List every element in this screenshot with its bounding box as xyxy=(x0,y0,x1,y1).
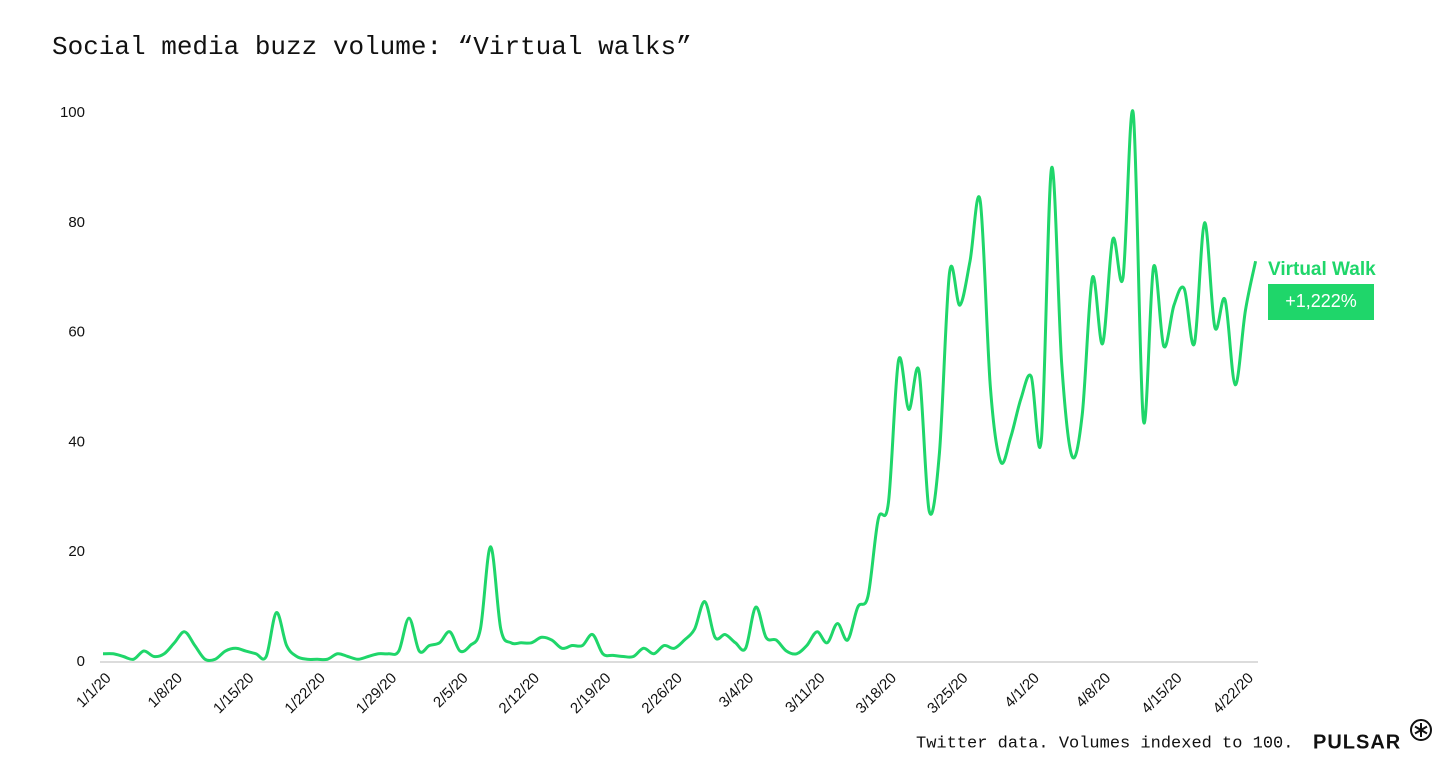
brand: PULSAR xyxy=(1313,731,1401,753)
x-tick-label: 1/29/20 xyxy=(353,670,400,717)
y-tick-label: 100 xyxy=(60,104,85,121)
x-tick-label: 1/15/20 xyxy=(210,670,257,717)
x-tick-label: 4/1/20 xyxy=(1001,670,1043,712)
x-tick-label: 2/5/20 xyxy=(430,670,472,712)
x-tick-label: 1/22/20 xyxy=(281,670,328,717)
x-tick-label: 3/18/20 xyxy=(853,670,900,717)
x-tick-label: 4/8/20 xyxy=(1073,670,1115,712)
x-tick-label: 3/11/20 xyxy=(782,670,829,717)
x-tick-label: 3/4/20 xyxy=(716,670,758,712)
series-line xyxy=(102,109,1258,663)
legend-entry: Virtual Walk xyxy=(1268,259,1376,280)
x-tick-label: 4/22/20 xyxy=(1210,670,1257,717)
annotation: +1,222% xyxy=(1285,291,1357,311)
y-tick-label: 0 xyxy=(77,653,85,670)
annotation-badge xyxy=(1268,284,1374,320)
x-tick-label: 1/1/20 xyxy=(73,670,115,712)
x-tick-label: 2/19/20 xyxy=(567,670,614,717)
y-tick-label: 80 xyxy=(68,214,85,231)
y-tick-label: 20 xyxy=(68,543,85,560)
x-tick-label: 4/15/20 xyxy=(1138,670,1185,717)
y-tick-label: 60 xyxy=(68,324,85,341)
x-tick-label: 2/12/20 xyxy=(496,670,543,717)
x-tick-label: 3/25/20 xyxy=(924,670,971,717)
y-tick-label: 40 xyxy=(68,433,85,450)
brand-logo xyxy=(1410,719,1432,741)
footnote: Twitter data. Volumes indexed to 100. xyxy=(916,734,1293,753)
x-tick-label: 1/8/20 xyxy=(145,670,187,712)
chart-title: Social media buzz volume: “Virtual walks… xyxy=(52,32,692,62)
x-tick-label: 2/26/20 xyxy=(638,670,685,717)
